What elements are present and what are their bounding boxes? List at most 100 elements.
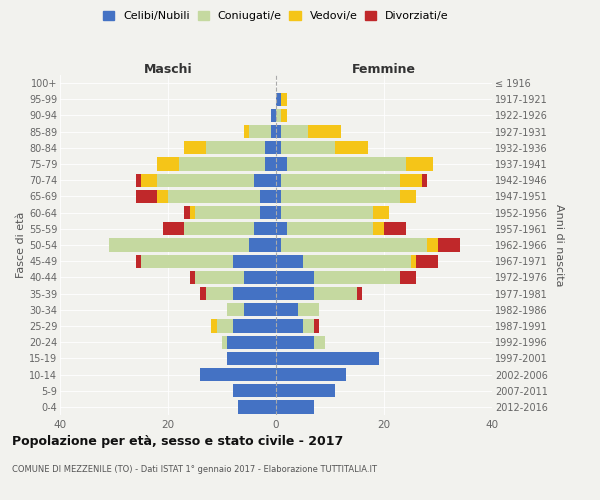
- Bar: [136, 190, 157, 203]
- Bar: [136, 174, 141, 187]
- Bar: [271, 125, 276, 138]
- Bar: [260, 206, 276, 220]
- Bar: [141, 254, 233, 268]
- Bar: [136, 254, 141, 268]
- Bar: [184, 141, 206, 154]
- Bar: [254, 222, 276, 235]
- Bar: [276, 222, 287, 235]
- Bar: [157, 174, 254, 187]
- Bar: [303, 254, 411, 268]
- Legend: Celibi/Nubili, Coniugati/e, Vedovi/e, Divorziati/e: Celibi/Nubili, Coniugati/e, Vedovi/e, Di…: [103, 10, 449, 21]
- Bar: [200, 368, 276, 381]
- Bar: [211, 320, 217, 332]
- Bar: [276, 336, 314, 349]
- Bar: [157, 158, 179, 170]
- Bar: [276, 206, 281, 220]
- Bar: [141, 174, 157, 187]
- Bar: [260, 190, 276, 203]
- Bar: [233, 254, 276, 268]
- Bar: [314, 320, 319, 332]
- Bar: [157, 190, 168, 203]
- Bar: [190, 206, 195, 220]
- Bar: [281, 109, 287, 122]
- Bar: [281, 141, 335, 154]
- Bar: [281, 174, 400, 187]
- Bar: [335, 141, 368, 154]
- Bar: [254, 174, 276, 187]
- Bar: [276, 303, 298, 316]
- Bar: [276, 125, 281, 138]
- Bar: [184, 222, 254, 235]
- Bar: [281, 238, 427, 252]
- Bar: [244, 125, 249, 138]
- Bar: [271, 109, 276, 122]
- Bar: [195, 270, 244, 284]
- Bar: [168, 190, 260, 203]
- Bar: [276, 92, 281, 106]
- Bar: [179, 158, 265, 170]
- Bar: [184, 206, 190, 220]
- Bar: [373, 206, 389, 220]
- Bar: [227, 336, 276, 349]
- Bar: [227, 352, 276, 365]
- Bar: [265, 141, 276, 154]
- Bar: [276, 320, 303, 332]
- Text: Femmine: Femmine: [352, 63, 416, 76]
- Bar: [303, 320, 314, 332]
- Bar: [206, 287, 233, 300]
- Bar: [233, 320, 276, 332]
- Text: Maschi: Maschi: [143, 63, 193, 76]
- Bar: [163, 222, 184, 235]
- Bar: [411, 254, 416, 268]
- Bar: [217, 320, 233, 332]
- Bar: [287, 158, 406, 170]
- Y-axis label: Anni di nascita: Anni di nascita: [554, 204, 565, 286]
- Bar: [276, 352, 379, 365]
- Bar: [222, 336, 227, 349]
- Bar: [276, 190, 281, 203]
- Bar: [427, 238, 438, 252]
- Bar: [308, 125, 341, 138]
- Bar: [206, 141, 265, 154]
- Bar: [276, 287, 314, 300]
- Bar: [276, 158, 287, 170]
- Bar: [400, 174, 422, 187]
- Text: Popolazione per età, sesso e stato civile - 2017: Popolazione per età, sesso e stato civil…: [12, 435, 343, 448]
- Bar: [416, 254, 438, 268]
- Bar: [422, 174, 427, 187]
- Text: COMUNE DI MEZZENILE (TO) - Dati ISTAT 1° gennaio 2017 - Elaborazione TUTTITALIA.: COMUNE DI MEZZENILE (TO) - Dati ISTAT 1°…: [12, 465, 377, 474]
- Bar: [276, 254, 303, 268]
- Bar: [357, 287, 362, 300]
- Bar: [276, 368, 346, 381]
- Bar: [276, 270, 314, 284]
- Bar: [438, 238, 460, 252]
- Bar: [195, 206, 260, 220]
- Bar: [406, 158, 433, 170]
- Bar: [384, 222, 406, 235]
- Bar: [238, 400, 276, 413]
- Bar: [244, 303, 276, 316]
- Bar: [276, 174, 281, 187]
- Bar: [314, 336, 325, 349]
- Bar: [190, 270, 195, 284]
- Bar: [281, 92, 287, 106]
- Bar: [265, 158, 276, 170]
- Bar: [314, 287, 357, 300]
- Bar: [109, 238, 249, 252]
- Bar: [400, 270, 416, 284]
- Bar: [276, 384, 335, 398]
- Bar: [249, 238, 276, 252]
- Bar: [233, 384, 276, 398]
- Bar: [227, 303, 244, 316]
- Bar: [233, 287, 276, 300]
- Bar: [373, 222, 384, 235]
- Bar: [400, 190, 416, 203]
- Bar: [276, 141, 281, 154]
- Bar: [287, 222, 373, 235]
- Bar: [281, 206, 373, 220]
- Bar: [276, 238, 281, 252]
- Bar: [276, 400, 314, 413]
- Y-axis label: Fasce di età: Fasce di età: [16, 212, 26, 278]
- Bar: [200, 287, 206, 300]
- Bar: [244, 270, 276, 284]
